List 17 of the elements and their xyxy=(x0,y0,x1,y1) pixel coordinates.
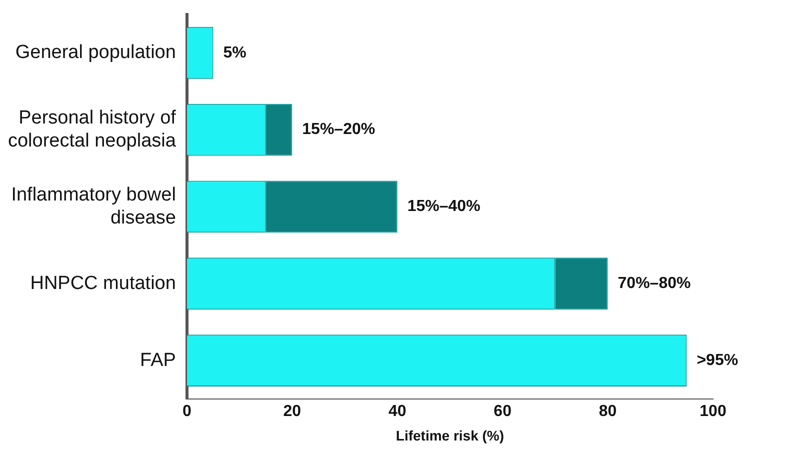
x-tick-label: 20 xyxy=(283,403,302,420)
y-tick-label: Inflammatory bowel disease xyxy=(11,184,176,228)
total-label: 15%–40% xyxy=(407,198,480,216)
x-tick-label: 60 xyxy=(494,403,512,420)
total-label: 70%–80% xyxy=(618,275,691,292)
y-tick-label: HNPCC mutation xyxy=(30,272,176,294)
total-label: 15%–20% xyxy=(302,121,376,138)
y-tick-label: General population xyxy=(15,42,176,64)
x-tick-label: 80 xyxy=(598,403,617,420)
y-tick-label: FAP xyxy=(140,350,176,371)
y-tick-label: Personal history of colorectal neoplasia xyxy=(8,108,177,152)
total-label: 5% xyxy=(223,44,246,62)
x-axis-title: Lifetime risk (%) xyxy=(396,427,504,444)
total-label: >95% xyxy=(696,352,738,369)
x-tick-label: 0 xyxy=(182,403,192,420)
x-tick-label: 40 xyxy=(388,403,406,420)
x-tick-label: 100 xyxy=(700,403,726,420)
